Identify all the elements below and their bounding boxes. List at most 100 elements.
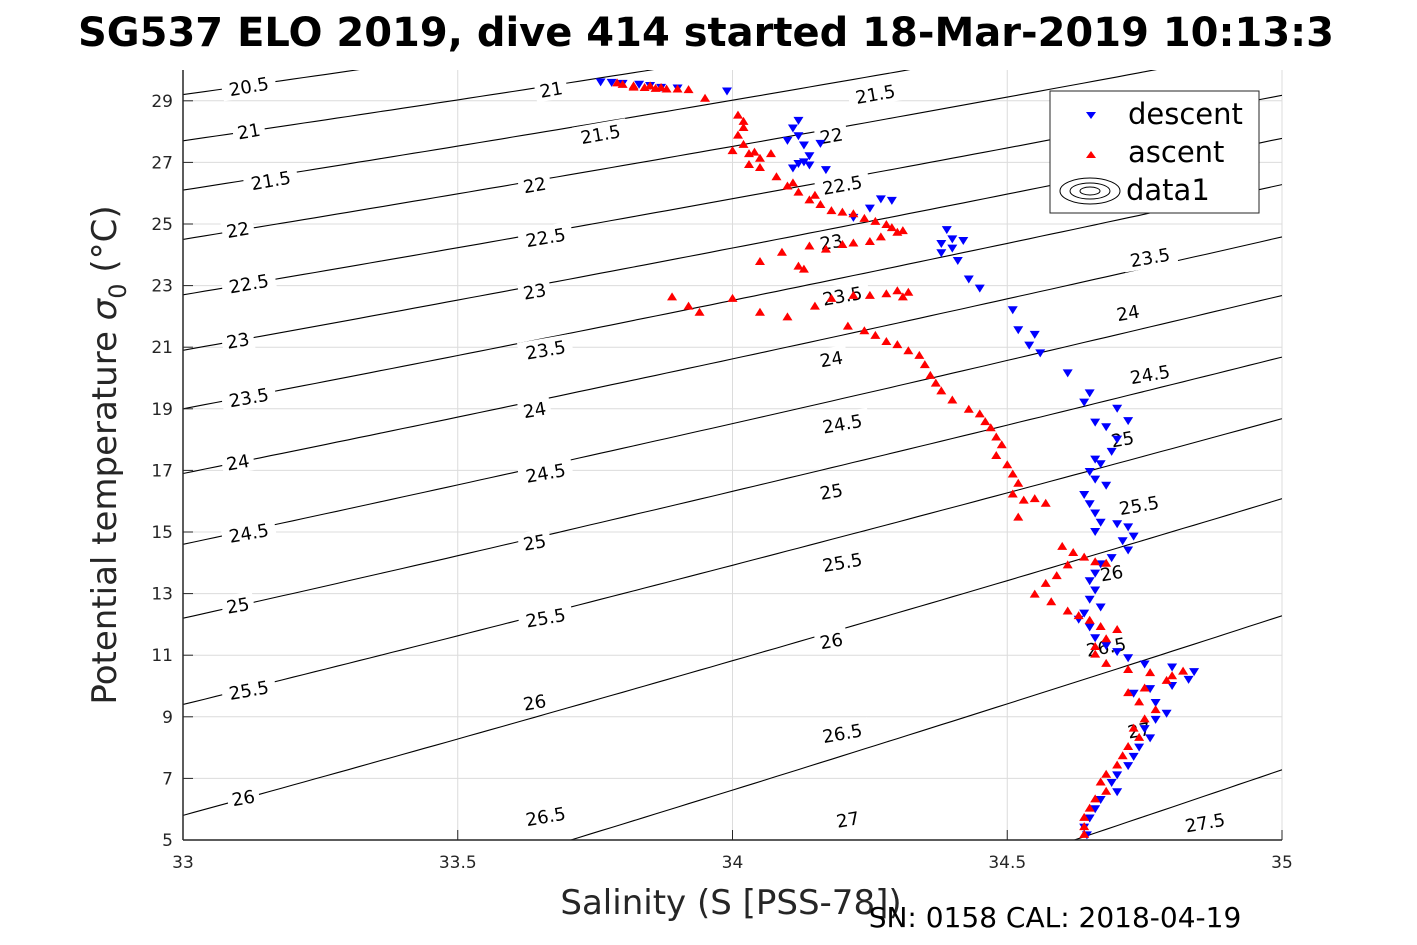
y-tick-label: 27 <box>151 153 173 173</box>
contour-label: 23 <box>813 227 849 255</box>
ascent-point <box>804 195 815 204</box>
ascent-point <box>925 370 936 379</box>
ascent-point <box>914 350 925 359</box>
descent-point <box>1062 369 1073 378</box>
ascent-point <box>1178 666 1189 675</box>
descent-point <box>1112 771 1123 780</box>
descent-point <box>1128 689 1139 698</box>
contour-label-text: 26 <box>818 629 844 654</box>
contour-label-bg <box>813 477 849 505</box>
ascent-point <box>793 187 804 196</box>
contour-label: 25.5 <box>517 601 575 633</box>
contour-label: 23 <box>516 277 553 305</box>
ascent-point <box>732 130 743 139</box>
descent-point <box>1117 537 1128 546</box>
ascent-point <box>727 293 738 302</box>
contour-label-text: 24 <box>818 348 844 373</box>
ascent-point <box>1123 742 1134 751</box>
descent-point <box>793 116 804 125</box>
ascent-point <box>875 232 886 241</box>
contour-label-bg <box>220 70 278 102</box>
y-tick-label: 23 <box>151 277 173 297</box>
descent-point <box>958 236 969 245</box>
contour-label: 26 <box>225 783 261 811</box>
contour-label-text: 22 <box>818 124 844 149</box>
descent-point <box>875 195 886 204</box>
ascent-point <box>628 82 639 91</box>
contour-label-bg <box>231 117 267 145</box>
descent-point <box>1183 675 1194 684</box>
ascent-point <box>980 417 991 426</box>
x-tick-label: 34 <box>722 853 744 873</box>
ascent-point <box>1101 658 1112 667</box>
descent-point <box>886 196 897 205</box>
ascent-point <box>738 116 749 125</box>
descent-point <box>787 124 798 133</box>
contour-label: 25.5 <box>1110 489 1168 521</box>
descent-point <box>1123 523 1134 532</box>
ascent-point <box>1128 723 1139 732</box>
descent-point <box>1167 663 1178 672</box>
ascent-series <box>612 78 1189 838</box>
y-tick-label: 15 <box>151 523 173 543</box>
ascent-point <box>815 199 826 208</box>
contour-label: 23 <box>220 326 256 354</box>
ascent-point <box>848 290 859 299</box>
contour-label: 20.5 <box>220 70 278 102</box>
contour-label: 23.5 <box>517 333 575 365</box>
ascent-point <box>732 110 743 119</box>
descent-point <box>941 226 952 235</box>
x-axis-label: Salinity (S [PSS-78]) <box>560 883 901 923</box>
descent-point <box>787 164 798 173</box>
contour-label-text: 23 <box>225 329 251 354</box>
descent-point <box>1112 648 1123 657</box>
ascent-point <box>1002 460 1013 469</box>
ascent-point <box>1167 671 1178 680</box>
ascent-point <box>1068 548 1079 557</box>
descent-point <box>1084 500 1095 509</box>
descent-point <box>1128 752 1139 761</box>
ascent-point <box>963 404 974 413</box>
descent-point <box>1095 518 1106 527</box>
contour-line <box>183 70 911 191</box>
contour-label-bg <box>813 717 871 749</box>
descent-point <box>1123 417 1134 426</box>
contour-label: 26 <box>813 626 849 654</box>
contour-label: 21.5 <box>571 118 629 150</box>
ascent-point <box>1101 769 1112 778</box>
ascent-point <box>1134 732 1145 741</box>
ascent-point <box>1123 688 1134 697</box>
ascent-point <box>991 432 1002 441</box>
contour-label: 24 <box>220 448 256 476</box>
descent-point <box>634 80 645 89</box>
ascent-point <box>1139 714 1150 723</box>
ascent-point <box>809 190 820 199</box>
contour-label-text: 22 <box>225 218 251 243</box>
contour-label: 22.5 <box>813 168 871 201</box>
contour-label-bg <box>516 688 553 716</box>
ascent-point <box>765 149 776 158</box>
x-tick-label: 33.5 <box>439 853 477 873</box>
ascent-point <box>743 159 754 168</box>
ascent-point <box>837 240 848 249</box>
contour-line <box>183 356 1282 619</box>
descent-point <box>1079 491 1090 500</box>
ascent-point <box>683 301 694 310</box>
contour-label-text: 22 <box>522 174 548 199</box>
descent-point <box>1101 641 1112 650</box>
descent-point <box>1150 698 1161 707</box>
contour-label: 23.5 <box>220 381 278 413</box>
descent-point <box>606 78 617 87</box>
contour-label-bg <box>533 75 569 103</box>
ascent-point <box>771 172 782 181</box>
ascent-point <box>870 330 881 339</box>
ascent-point <box>754 307 765 316</box>
ascent-point <box>793 261 804 270</box>
descent-point <box>1101 423 1112 432</box>
descent-point <box>947 244 958 253</box>
ascent-point <box>656 82 667 91</box>
contour-label-bg <box>220 381 278 413</box>
descent-point <box>1024 341 1035 350</box>
ascent-point <box>1040 578 1051 587</box>
